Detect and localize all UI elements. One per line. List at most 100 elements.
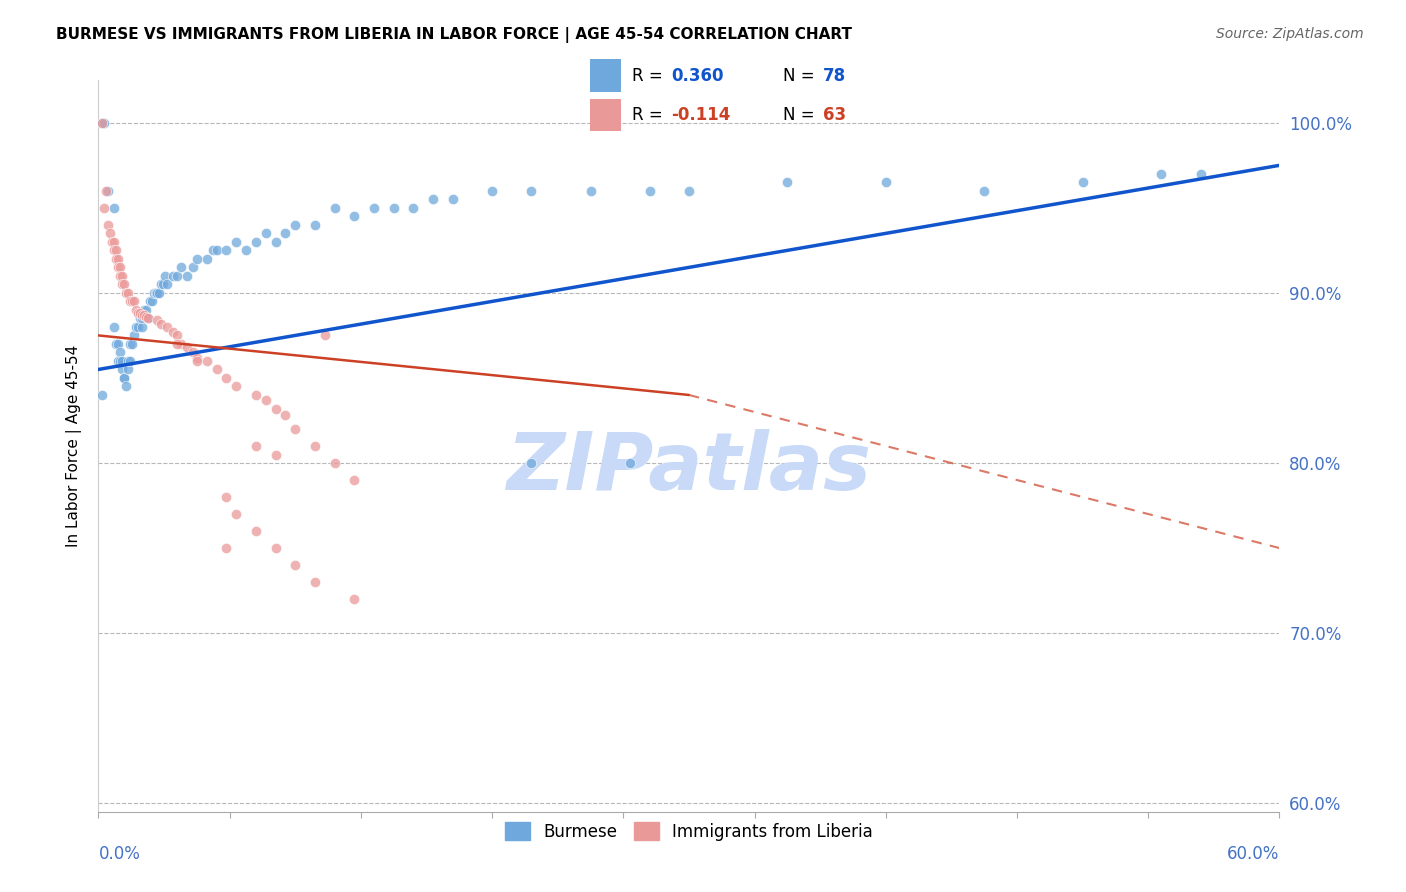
Point	[186, 351, 208, 365]
Point	[215, 371, 238, 385]
Text: N =: N =	[783, 67, 820, 85]
Point	[97, 184, 120, 198]
Text: R =: R =	[631, 67, 668, 85]
Point	[111, 277, 134, 292]
Point	[166, 268, 188, 283]
Point	[112, 277, 135, 292]
Text: 78: 78	[823, 67, 846, 85]
Point	[245, 235, 267, 249]
Point	[91, 116, 114, 130]
Y-axis label: In Labor Force | Age 45-54: In Labor Force | Age 45-54	[66, 345, 83, 547]
Point	[176, 268, 198, 283]
Point	[101, 235, 124, 249]
Point	[125, 320, 148, 334]
Text: N =: N =	[783, 106, 820, 124]
Point	[245, 388, 267, 402]
Point	[215, 541, 238, 555]
Point	[638, 184, 661, 198]
Point	[111, 354, 134, 368]
Point	[117, 362, 139, 376]
Point	[579, 184, 602, 198]
Point	[135, 302, 157, 317]
Point	[441, 192, 464, 206]
Point	[170, 337, 193, 351]
Point	[201, 244, 224, 258]
Point	[107, 354, 129, 368]
Point	[131, 308, 153, 322]
Point	[121, 337, 143, 351]
Point	[181, 260, 204, 275]
Point	[619, 456, 641, 470]
Point	[145, 285, 167, 300]
Point	[117, 354, 139, 368]
Point	[973, 184, 995, 198]
Point	[402, 201, 425, 215]
Point	[382, 201, 405, 215]
Point	[103, 201, 125, 215]
Point	[225, 379, 247, 393]
Point	[103, 244, 125, 258]
Text: ZIPatlas: ZIPatlas	[506, 429, 872, 507]
Point	[105, 252, 128, 266]
Point	[122, 328, 145, 343]
Point	[127, 320, 149, 334]
Point	[1189, 167, 1212, 181]
Point	[245, 439, 267, 453]
Point	[150, 317, 173, 331]
Text: Source: ZipAtlas.com: Source: ZipAtlas.com	[1216, 27, 1364, 41]
Point	[93, 201, 115, 215]
Point	[215, 244, 238, 258]
Text: R =: R =	[631, 106, 668, 124]
Point	[264, 541, 287, 555]
Point	[343, 592, 366, 607]
Point	[115, 379, 138, 393]
Point	[170, 260, 193, 275]
Point	[132, 302, 155, 317]
Point	[136, 311, 159, 326]
Point	[264, 448, 287, 462]
Point	[162, 268, 184, 283]
Point	[115, 285, 138, 300]
Point	[875, 175, 897, 189]
Point	[363, 201, 385, 215]
Point	[205, 244, 228, 258]
Point	[128, 306, 150, 320]
Point	[105, 244, 128, 258]
Point	[91, 388, 114, 402]
Point	[132, 308, 155, 322]
Point	[274, 227, 297, 241]
Bar	[591, 60, 621, 92]
Point	[108, 260, 131, 275]
Point	[245, 524, 267, 538]
Point	[181, 345, 204, 359]
Point	[155, 268, 177, 283]
Point	[103, 235, 125, 249]
Point	[186, 354, 208, 368]
Point	[131, 311, 153, 326]
Point	[314, 328, 336, 343]
Point	[1150, 167, 1173, 181]
Point	[105, 337, 128, 351]
Point	[112, 371, 135, 385]
Point	[264, 401, 287, 416]
Point	[304, 575, 326, 590]
Point	[111, 268, 134, 283]
Point	[107, 252, 129, 266]
Point	[117, 285, 139, 300]
Point	[150, 277, 173, 292]
Point	[136, 311, 159, 326]
Point	[107, 260, 129, 275]
Point	[678, 184, 700, 198]
Point	[304, 439, 326, 453]
Point	[91, 116, 114, 130]
Point	[235, 244, 257, 258]
Point	[274, 409, 297, 423]
Text: 0.360: 0.360	[671, 67, 724, 85]
Point	[111, 362, 134, 376]
Point	[225, 507, 247, 521]
Text: 60.0%: 60.0%	[1227, 845, 1279, 863]
Point	[205, 362, 228, 376]
Point	[108, 345, 131, 359]
Point	[135, 310, 157, 324]
Point	[254, 393, 277, 408]
